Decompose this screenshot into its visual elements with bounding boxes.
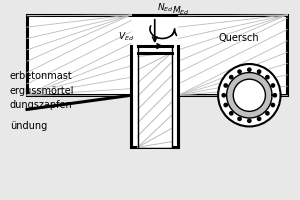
Polygon shape [27, 15, 287, 147]
Circle shape [257, 116, 262, 121]
Bar [138, 46, 172, 53]
Bar [27, 10, 287, 95]
Circle shape [247, 118, 252, 123]
Circle shape [237, 116, 242, 121]
Circle shape [224, 83, 228, 88]
Circle shape [271, 83, 275, 88]
Text: Quersch: Quersch [218, 33, 259, 43]
Circle shape [265, 111, 270, 116]
Circle shape [257, 69, 262, 74]
Text: ergussmörtel: ergussmörtel [10, 86, 74, 96]
Text: $N_{Ed}$: $N_{Ed}$ [157, 1, 173, 14]
Text: $V_{Ed}$: $V_{Ed}$ [118, 31, 134, 43]
Circle shape [229, 75, 234, 80]
Circle shape [265, 75, 270, 80]
Circle shape [247, 67, 252, 72]
Circle shape [229, 111, 234, 116]
Text: erbetonmast: erbetonmast [10, 71, 73, 81]
Circle shape [226, 73, 272, 118]
Circle shape [233, 79, 266, 111]
Bar [138, 53, 172, 147]
Circle shape [224, 103, 228, 107]
Text: dungszapfen: dungszapfen [10, 100, 73, 110]
Text: $M_{Ed}$: $M_{Ed}$ [172, 4, 190, 17]
Circle shape [221, 93, 226, 98]
Circle shape [272, 93, 277, 98]
Circle shape [271, 103, 275, 107]
Circle shape [237, 69, 242, 74]
Text: ündung: ündung [10, 121, 47, 131]
Circle shape [218, 64, 280, 126]
